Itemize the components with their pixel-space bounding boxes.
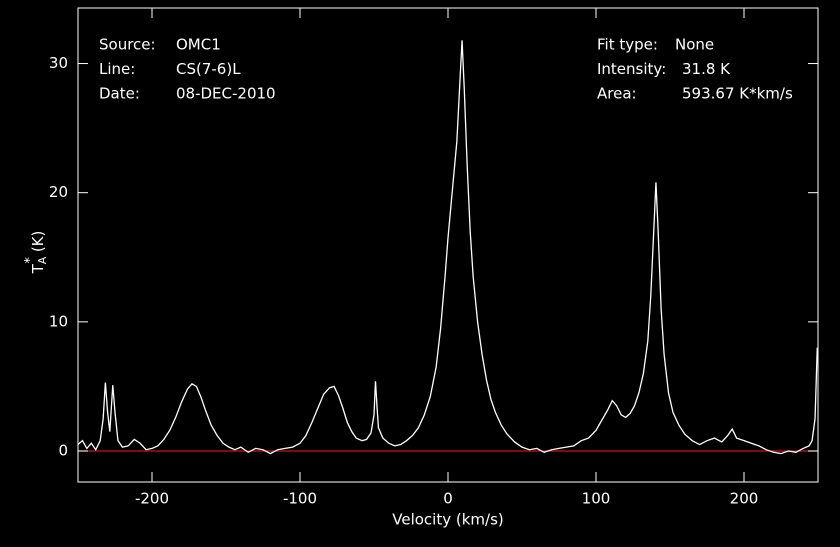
info-value: 31.8 K — [682, 60, 731, 78]
x-tick-label: 100 — [582, 490, 611, 508]
x-tick-label: -200 — [135, 490, 169, 508]
info-label: Source: — [99, 36, 156, 54]
x-tick-label: 0 — [443, 490, 453, 508]
info-value: OMC1 — [176, 36, 221, 54]
y-label-unit: (K) — [29, 231, 47, 253]
info-value: CS(7-6)L — [176, 60, 241, 78]
info-label: Intensity: — [597, 60, 666, 78]
spectrum-line — [77, 40, 818, 455]
y-tick-label: 30 — [49, 54, 68, 72]
y-label-main: T — [29, 263, 47, 274]
x-tick-label: 200 — [730, 490, 759, 508]
info-label: Date: — [99, 85, 140, 103]
info-value: 593.67 K*km/s — [682, 85, 793, 103]
info-label: Line: — [99, 60, 135, 78]
y-label-sub: A — [36, 256, 49, 264]
info-value: None — [675, 36, 714, 54]
y-tick-label: 20 — [49, 183, 68, 201]
y-axis-label: TA* (K) — [23, 231, 50, 275]
x-tick-label: -100 — [283, 490, 317, 508]
info-value: 08-DEC-2010 — [176, 85, 276, 103]
info-label: Area: — [597, 85, 637, 103]
y-label-sup: * — [23, 257, 38, 264]
info-label: Fit type: — [597, 36, 658, 54]
y-tick-label: 0 — [58, 442, 68, 460]
y-tick-label: 10 — [49, 312, 68, 330]
x-axis-label: Velocity (km/s) — [392, 511, 503, 529]
